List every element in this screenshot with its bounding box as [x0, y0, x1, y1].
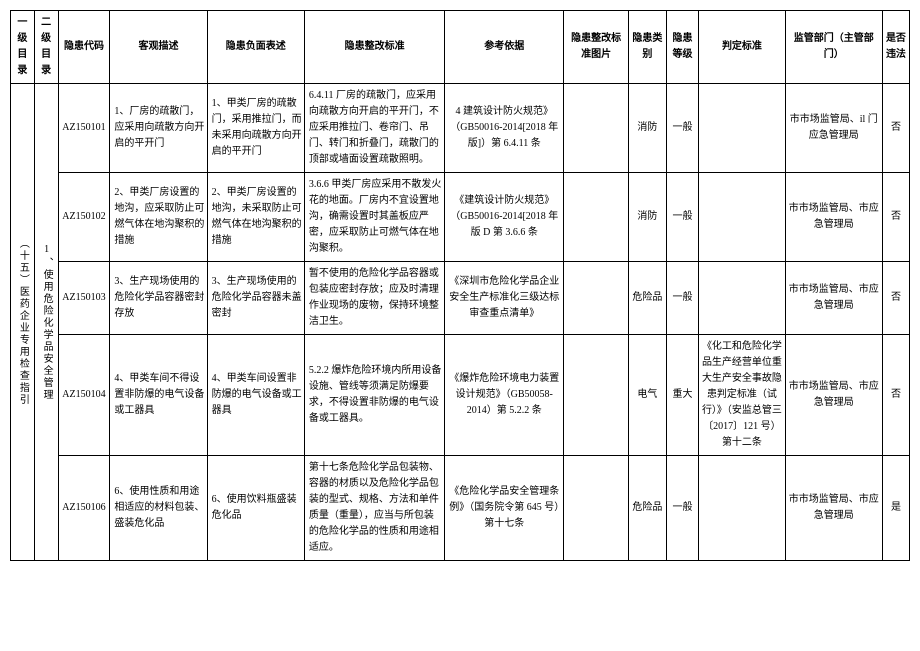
cell-dept: 市市场监管局、市应急管理局	[785, 456, 882, 561]
cell-std: 6.4.11 厂房的疏散门，应采用向疏散方向开启的平开门，不应采用推拉门、卷帘门…	[304, 84, 444, 173]
h-c11: 判定标准	[699, 11, 785, 84]
cell-dept: 市市场监管局、市应急管理局	[785, 335, 882, 456]
table-row: AZ1501022、甲类厂房设置的地沟，应采取防止可燃气体在地沟聚积的措施2、甲…	[11, 173, 910, 262]
cell-cat: 消防	[629, 173, 667, 262]
cell-cat: 消防	[629, 84, 667, 173]
cell-lvl: 一般	[666, 173, 698, 262]
level1-text: （十五）医药企业专用检查指引	[14, 238, 30, 406]
cell-dept: 市市场监管局、il 门应急管理局	[785, 84, 882, 173]
cell-ill: 否	[882, 84, 909, 173]
cell-neg: 2、甲类厂房设置的地沟，未采取防止可燃气体在地沟聚积的措施	[207, 173, 304, 262]
cell-code: AZ150106	[58, 456, 110, 561]
table-row: （十五）医药企业专用检查指引1、使用危险化学品安全管理AZ1501011、厂房的…	[11, 84, 910, 173]
cell-img	[564, 173, 629, 262]
h-c8: 隐患整改标准图片	[564, 11, 629, 84]
h-c5: 隐患负面表述	[207, 11, 304, 84]
header-row: 一级目录 二 级目录 隐患代码 客观描述 隐患负面表述 隐患整改标准 参考依据 …	[11, 11, 910, 84]
cell-dept: 市市场监管局、市应急管理局	[785, 173, 882, 262]
level2-cell: 1、使用危险化学品安全管理	[34, 84, 58, 561]
cell-jud: 《化工和危险化学品生产经营单位重大生产安全事故隐患判定标准（试行）》（安监总管三…	[699, 335, 785, 456]
cell-lvl: 重大	[666, 335, 698, 456]
cell-jud	[699, 173, 785, 262]
cell-ref: 《建筑设计防火规范》（GB50016-2014[2018 年版 D 第 3.6.…	[445, 173, 564, 262]
cell-desc: 4、甲类车间不得设置非防爆的电气设备或工器具	[110, 335, 207, 456]
cell-neg: 6、使用饮料瓶盛装危化品	[207, 456, 304, 561]
cell-ref: 《爆炸危险环境电力装置设计规范》（GB50058-2014）第 5.2.2 条	[445, 335, 564, 456]
h-c4: 客观描述	[110, 11, 207, 84]
h-c6: 隐患整改标准	[304, 11, 444, 84]
cell-cat: 危险品	[629, 456, 667, 561]
h-c13: 是否违法	[882, 11, 909, 84]
cell-ref: 《深圳市危险化学品企业安全生产标准化三级达标审查重点清单》	[445, 262, 564, 335]
level2-text: 1、使用危险化学品安全管理	[38, 244, 54, 401]
h-c2: 二 级目录	[34, 11, 58, 84]
cell-std: 5.2.2 爆炸危险环境内所用设备设施、管线等须满足防爆要求，不得设置非防爆的电…	[304, 335, 444, 456]
cell-code: AZ150104	[58, 335, 110, 456]
cell-lvl: 一般	[666, 262, 698, 335]
table-row: AZ1501044、甲类车间不得设置非防爆的电气设备或工器具4、甲类车间设置非防…	[11, 335, 910, 456]
cell-ref: 4 建筑设计防火规范》（GB50016-2014[2018 年版]）第 6.4.…	[445, 84, 564, 173]
cell-desc: 3、生产现场使用的危险化学品容器密封存放	[110, 262, 207, 335]
cell-img	[564, 335, 629, 456]
h-c7: 参考依据	[445, 11, 564, 84]
cell-lvl: 一般	[666, 456, 698, 561]
cell-ill: 否	[882, 262, 909, 335]
h-c12: 监管部门（主管部门）	[785, 11, 882, 84]
h-c1: 一级目录	[11, 11, 35, 84]
hazard-table: 一级目录 二 级目录 隐患代码 客观描述 隐患负面表述 隐患整改标准 参考依据 …	[10, 10, 910, 561]
cell-ill: 否	[882, 173, 909, 262]
cell-ref: 《危险化学品安全管理条例》（国务院令第 645 号）第十七条	[445, 456, 564, 561]
cell-code: AZ150103	[58, 262, 110, 335]
h-c10: 隐患等级	[666, 11, 698, 84]
cell-code: AZ150101	[58, 84, 110, 173]
cell-jud	[699, 84, 785, 173]
cell-jud	[699, 456, 785, 561]
cell-neg: 1、甲类厂房的疏散门，采用推拉门，而未采用向疏散方向开启的平开门	[207, 84, 304, 173]
cell-ill: 是	[882, 456, 909, 561]
h-c3: 隐患代码	[58, 11, 110, 84]
cell-img	[564, 84, 629, 173]
cell-dept: 市市场监管局、市应急管理局	[785, 262, 882, 335]
cell-std: 3.6.6 甲类厂房应采用不散发火花的地面。厂房内不宜设置地沟，确需设置时其盖板…	[304, 173, 444, 262]
table-row: AZ1501066、使用性质和用途相适应的材料包装、盛装危化品6、使用饮料瓶盛装…	[11, 456, 910, 561]
cell-desc: 2、甲类厂房设置的地沟，应采取防止可燃气体在地沟聚积的措施	[110, 173, 207, 262]
cell-cat: 电气	[629, 335, 667, 456]
cell-jud	[699, 262, 785, 335]
cell-img	[564, 262, 629, 335]
h-c9: 隐患类别	[629, 11, 667, 84]
cell-desc: 1、厂房的疏散门，应采用向疏散方向开启的平开门	[110, 84, 207, 173]
cell-code: AZ150102	[58, 173, 110, 262]
table-row: AZ1501033、生产现场使用的危险化学品容器密封存放3、生产现场使用的危险化…	[11, 262, 910, 335]
cell-img	[564, 456, 629, 561]
cell-std: 第十七条危险化学品包装物、容器的材质以及危险化学品包装的型式、规格、方法和单件质…	[304, 456, 444, 561]
level1-cell: （十五）医药企业专用检查指引	[11, 84, 35, 561]
cell-std: 暂不使用的危险化学品容器或包装应密封存放；应及时清理作业现场的废物，保持环境整洁…	[304, 262, 444, 335]
cell-desc: 6、使用性质和用途相适应的材料包装、盛装危化品	[110, 456, 207, 561]
cell-neg: 4、甲类车间设置非防爆的电气设备或工器具	[207, 335, 304, 456]
cell-neg: 3、生产现场使用的危险化学品容器未盖密封	[207, 262, 304, 335]
cell-ill: 否	[882, 335, 909, 456]
cell-cat: 危险品	[629, 262, 667, 335]
cell-lvl: 一般	[666, 84, 698, 173]
